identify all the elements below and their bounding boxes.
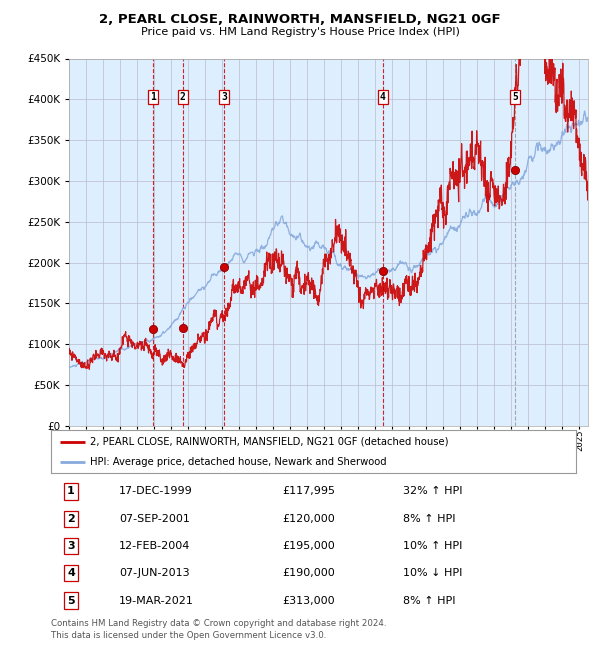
- Text: 10% ↓ HPI: 10% ↓ HPI: [403, 568, 462, 578]
- Text: Price paid vs. HM Land Registry's House Price Index (HPI): Price paid vs. HM Land Registry's House …: [140, 27, 460, 37]
- Text: This data is licensed under the Open Government Licence v3.0.: This data is licensed under the Open Gov…: [51, 630, 326, 640]
- Text: 10% ↑ HPI: 10% ↑ HPI: [403, 541, 462, 551]
- Text: 5: 5: [512, 92, 518, 102]
- Text: 3: 3: [221, 92, 227, 102]
- Text: £117,995: £117,995: [282, 486, 335, 497]
- Text: 32% ↑ HPI: 32% ↑ HPI: [403, 486, 462, 497]
- Text: £313,000: £313,000: [282, 595, 335, 606]
- Text: 07-SEP-2001: 07-SEP-2001: [119, 514, 190, 524]
- Text: 17-DEC-1999: 17-DEC-1999: [119, 486, 193, 497]
- Text: 19-MAR-2021: 19-MAR-2021: [119, 595, 194, 606]
- Text: 1: 1: [67, 486, 75, 497]
- Text: £195,000: £195,000: [282, 541, 335, 551]
- Text: 2, PEARL CLOSE, RAINWORTH, MANSFIELD, NG21 0GF: 2, PEARL CLOSE, RAINWORTH, MANSFIELD, NG…: [99, 13, 501, 26]
- Text: 8% ↑ HPI: 8% ↑ HPI: [403, 514, 455, 524]
- Text: £120,000: £120,000: [282, 514, 335, 524]
- Text: 4: 4: [67, 568, 75, 578]
- Text: 2: 2: [67, 514, 75, 524]
- Point: [149, 324, 158, 335]
- Text: 2, PEARL CLOSE, RAINWORTH, MANSFIELD, NG21 0GF (detached house): 2, PEARL CLOSE, RAINWORTH, MANSFIELD, NG…: [91, 437, 449, 447]
- Text: 3: 3: [67, 541, 75, 551]
- Text: 4: 4: [380, 92, 386, 102]
- Text: HPI: Average price, detached house, Newark and Sherwood: HPI: Average price, detached house, Newa…: [91, 456, 387, 467]
- Text: 07-JUN-2013: 07-JUN-2013: [119, 568, 190, 578]
- Text: 12-FEB-2004: 12-FEB-2004: [119, 541, 191, 551]
- Text: £190,000: £190,000: [282, 568, 335, 578]
- Text: 8% ↑ HPI: 8% ↑ HPI: [403, 595, 455, 606]
- Point: [378, 265, 388, 276]
- Text: 2: 2: [180, 92, 185, 102]
- Point: [178, 322, 187, 333]
- Text: 1: 1: [151, 92, 157, 102]
- Point: [511, 165, 520, 176]
- Text: 5: 5: [67, 595, 75, 606]
- Point: [220, 261, 229, 272]
- Text: Contains HM Land Registry data © Crown copyright and database right 2024.: Contains HM Land Registry data © Crown c…: [51, 619, 386, 628]
